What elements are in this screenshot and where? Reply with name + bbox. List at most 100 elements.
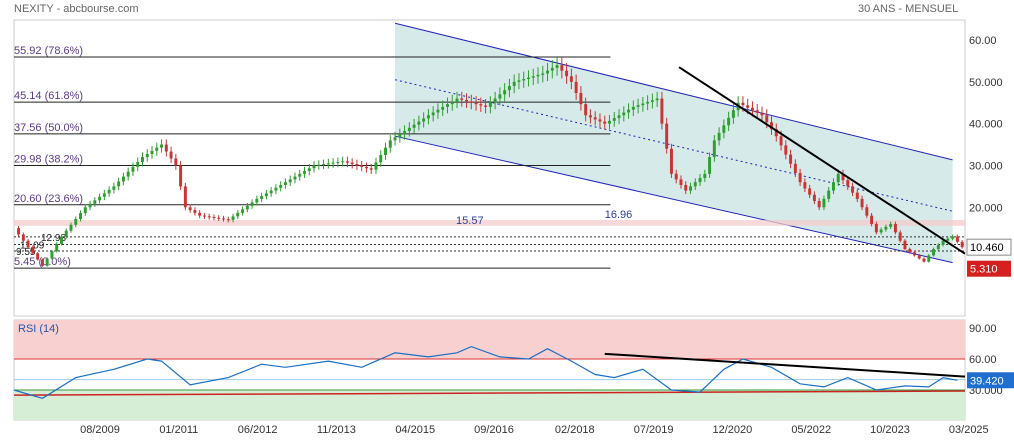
candle bbox=[183, 186, 187, 208]
rsi-value: 39.420 bbox=[970, 375, 1004, 387]
x-tick: 09/2016 bbox=[474, 424, 514, 436]
x-tick: 11/2013 bbox=[317, 424, 356, 436]
candle bbox=[603, 121, 607, 124]
candle bbox=[698, 178, 702, 183]
candle bbox=[727, 117, 731, 126]
candle bbox=[341, 161, 345, 163]
fib-label: 55.92 (78.6%) bbox=[14, 45, 83, 57]
candle bbox=[898, 232, 902, 241]
candle bbox=[107, 189, 111, 194]
candle bbox=[121, 176, 125, 182]
candle bbox=[946, 238, 950, 241]
candle bbox=[326, 163, 330, 165]
candle bbox=[179, 165, 183, 187]
candle bbox=[369, 168, 373, 170]
y-tick: 50.000 bbox=[969, 77, 1003, 89]
candle bbox=[569, 76, 573, 82]
candle bbox=[474, 102, 478, 105]
candle bbox=[484, 105, 488, 107]
candle bbox=[565, 70, 569, 77]
candle bbox=[398, 134, 402, 138]
candle bbox=[941, 240, 945, 245]
candle bbox=[503, 90, 507, 95]
candle bbox=[512, 81, 516, 86]
candle bbox=[608, 120, 611, 124]
candle bbox=[155, 147, 159, 151]
candle bbox=[236, 212, 240, 217]
candle bbox=[222, 218, 225, 220]
candle bbox=[384, 147, 387, 155]
candle bbox=[141, 157, 144, 162]
candle bbox=[250, 202, 254, 206]
candle bbox=[212, 217, 216, 219]
candle bbox=[64, 230, 68, 237]
candle bbox=[874, 224, 878, 233]
candle bbox=[884, 226, 888, 230]
candle bbox=[55, 243, 59, 252]
candle bbox=[188, 207, 192, 211]
candle bbox=[403, 130, 407, 135]
candle bbox=[117, 181, 121, 187]
candle bbox=[198, 212, 202, 216]
annotation-label: 16.96 bbox=[605, 209, 633, 221]
candle bbox=[517, 80, 521, 82]
candle bbox=[150, 150, 154, 154]
candle bbox=[74, 218, 78, 225]
candle bbox=[264, 193, 268, 197]
candle bbox=[317, 164, 321, 166]
candle bbox=[445, 104, 449, 107]
candle bbox=[731, 110, 735, 118]
candle bbox=[655, 98, 659, 101]
candle bbox=[207, 216, 211, 218]
candle bbox=[903, 240, 907, 250]
candle bbox=[441, 106, 445, 110]
candle bbox=[955, 236, 959, 242]
candle bbox=[488, 102, 492, 107]
candle bbox=[298, 173, 302, 177]
candle bbox=[407, 127, 411, 131]
candle bbox=[307, 168, 311, 172]
x-tick: 10/2023 bbox=[870, 424, 910, 436]
fib-label: 37.56 (50.0%) bbox=[14, 122, 83, 134]
candle bbox=[631, 106, 635, 110]
y-tick: 60.00 bbox=[969, 35, 997, 47]
candle bbox=[827, 190, 831, 199]
candle bbox=[350, 162, 354, 165]
candle bbox=[374, 162, 378, 170]
candle bbox=[817, 201, 821, 208]
candle bbox=[932, 249, 936, 256]
chart-period: 30 ANS - MENSUEL bbox=[858, 3, 959, 15]
level-label: 12.93 bbox=[41, 233, 66, 244]
candle bbox=[450, 101, 454, 105]
candle bbox=[669, 148, 673, 174]
candle bbox=[393, 137, 397, 141]
candle bbox=[836, 173, 840, 183]
candle bbox=[50, 251, 54, 259]
candle bbox=[808, 188, 812, 195]
candle bbox=[846, 180, 850, 187]
candle bbox=[593, 117, 597, 120]
candle bbox=[822, 198, 826, 208]
candle bbox=[98, 196, 102, 201]
candle bbox=[674, 173, 678, 180]
candle bbox=[893, 224, 897, 233]
candle bbox=[412, 124, 416, 128]
candle bbox=[160, 144, 164, 148]
candle bbox=[598, 119, 602, 122]
x-tick: 06/2012 bbox=[238, 424, 278, 436]
candle bbox=[131, 166, 135, 172]
candle bbox=[870, 215, 874, 224]
candle bbox=[498, 94, 502, 99]
candle bbox=[960, 241, 964, 248]
candle bbox=[45, 258, 49, 266]
candle bbox=[26, 240, 30, 247]
candle bbox=[388, 140, 392, 148]
candle bbox=[650, 100, 654, 102]
fib-label: 45.14 (61.8%) bbox=[14, 90, 83, 102]
candle bbox=[574, 81, 578, 93]
candle bbox=[241, 209, 245, 213]
candle bbox=[255, 198, 259, 203]
candle bbox=[417, 121, 421, 125]
candle bbox=[93, 200, 97, 204]
level-label: 11.09 bbox=[20, 241, 45, 252]
